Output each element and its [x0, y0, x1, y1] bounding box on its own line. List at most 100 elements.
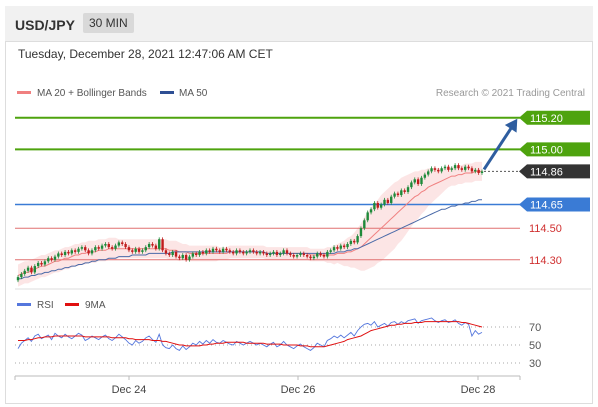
rsi-ma-line — [18, 321, 483, 348]
candle-body — [100, 245, 104, 249]
candle-body — [60, 253, 63, 256]
candle-body — [396, 193, 400, 196]
candle-body — [289, 253, 292, 256]
candle-body — [279, 253, 282, 256]
candle-body — [141, 250, 144, 252]
candle-body — [33, 266, 37, 273]
candle-body — [356, 236, 359, 243]
ma50-legend-swatch — [160, 91, 174, 94]
candle-body — [43, 261, 47, 265]
candle-body — [144, 247, 147, 251]
candle-body — [63, 251, 67, 256]
candle-body — [322, 255, 326, 257]
candle-body — [255, 251, 258, 254]
price-levels: 115.20 115.00 114.86 114.65 114.50 114.30 — [15, 110, 590, 267]
candle-body — [282, 250, 285, 254]
candle-body — [228, 250, 232, 252]
candle-body — [390, 196, 393, 203]
candle-body — [26, 267, 30, 271]
candle-body — [50, 258, 53, 260]
candle-body — [20, 273, 23, 278]
rsi-legend-swatch — [17, 303, 31, 306]
level-label-resistance: 115.00 — [530, 144, 563, 156]
candle-body — [262, 251, 265, 254]
candle-body — [53, 256, 57, 260]
candle-body — [70, 250, 73, 254]
candle-body — [457, 165, 460, 169]
candle-body — [268, 253, 272, 256]
candle-body — [205, 250, 208, 254]
candle-body — [110, 247, 114, 249]
level-tag-resistance — [519, 110, 590, 125]
candle-body — [164, 250, 168, 254]
level-label-current: 114.86 — [530, 166, 563, 178]
level-label-resistance: 115.20 — [530, 113, 563, 125]
candle-body — [87, 250, 90, 254]
candle-body — [366, 212, 369, 221]
candle-body — [349, 240, 353, 244]
candle-body — [47, 258, 50, 262]
level-tag-current — [519, 164, 590, 179]
candle-body — [416, 179, 420, 185]
candle-body — [181, 255, 184, 259]
bollinger-bands — [18, 161, 482, 287]
candle-body — [275, 251, 279, 256]
candle-body — [383, 199, 386, 205]
candle-body — [248, 250, 252, 252]
candle-body — [201, 251, 205, 254]
rsi-ma-legend-label: 9MA — [85, 300, 106, 311]
candle-body — [23, 270, 26, 274]
candle-body — [467, 166, 470, 169]
candle-body — [339, 245, 342, 249]
candle-body — [84, 247, 87, 251]
timeframe-badge[interactable]: 30 MIN — [83, 13, 134, 33]
candle-body — [104, 243, 107, 246]
candle-body — [342, 245, 346, 248]
candle-body — [198, 251, 201, 256]
candlesticks — [16, 163, 484, 283]
candle-body — [73, 250, 77, 252]
level-label-support: 114.30 — [529, 255, 562, 267]
candle-body — [295, 255, 299, 257]
candle-body — [221, 248, 225, 252]
candle-body — [215, 248, 218, 251]
ma50-legend-label: MA 50 — [179, 88, 208, 99]
candle-body — [336, 247, 339, 249]
candle-body — [299, 253, 302, 256]
candle-body — [326, 251, 329, 257]
candle-body — [168, 253, 171, 256]
candle-body — [430, 168, 433, 172]
candle-body — [195, 253, 198, 256]
x-axis: Dec 24 Dec 26 Dec 28 — [14, 375, 521, 396]
candle-body — [285, 250, 289, 254]
candle-body — [443, 166, 447, 169]
candle-body — [272, 251, 275, 254]
candle-body — [474, 169, 477, 172]
candle-body — [16, 277, 20, 281]
candle-body — [161, 239, 164, 251]
candle-body — [238, 250, 242, 252]
candle-body — [393, 193, 396, 197]
candle-body — [211, 248, 215, 252]
candle-body — [413, 179, 416, 183]
candle-body — [131, 250, 134, 252]
candle-body — [154, 245, 158, 249]
candle-body — [158, 239, 161, 249]
candle-body — [433, 168, 437, 170]
candle-body — [346, 243, 349, 248]
x-tick-label: Dec 28 — [461, 384, 496, 396]
rsi-panel: 70 50 30 — [15, 317, 541, 370]
candle-body — [319, 253, 322, 256]
candle-body — [470, 168, 474, 172]
rsi-level-label: 30 — [529, 358, 541, 370]
level-tag-pivot — [519, 197, 590, 212]
research-credit: Research © 2021 Trading Central — [436, 88, 585, 99]
x-tick-label: Dec 24 — [112, 384, 147, 396]
candle-body — [369, 209, 373, 213]
candle-body — [302, 253, 305, 256]
candle-body — [305, 255, 309, 257]
candle-body — [420, 177, 423, 185]
timestamp: Tuesday, December 28, 2021 12:47:06 AM C… — [18, 47, 273, 61]
candle-body — [329, 250, 332, 252]
